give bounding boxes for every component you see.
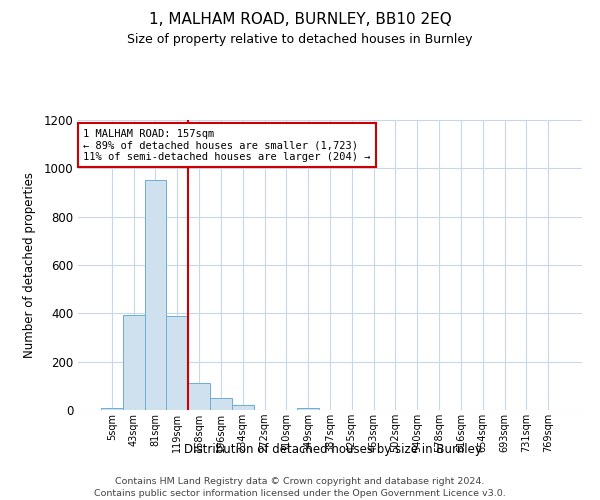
Bar [123,314,145,410]
Text: Size of property relative to detached houses in Burnley: Size of property relative to detached ho… [127,32,473,46]
Bar [188,384,210,410]
Y-axis label: Number of detached properties: Number of detached properties [23,172,37,358]
Text: Contains HM Land Registry data © Crown copyright and database right 2024.: Contains HM Land Registry data © Crown c… [115,478,485,486]
Text: Distribution of detached houses by size in Burnley: Distribution of detached houses by size … [184,442,482,456]
Bar [101,408,123,410]
Text: 1, MALHAM ROAD, BURNLEY, BB10 2EQ: 1, MALHAM ROAD, BURNLEY, BB10 2EQ [149,12,451,28]
Text: 1 MALHAM ROAD: 157sqm
← 89% of detached houses are smaller (1,723)
11% of semi-d: 1 MALHAM ROAD: 157sqm ← 89% of detached … [83,128,371,162]
Bar [297,408,319,410]
Text: Contains public sector information licensed under the Open Government Licence v3: Contains public sector information licen… [94,489,506,498]
Bar [232,404,254,410]
Bar [145,180,166,410]
Bar [210,398,232,410]
Bar [166,316,188,410]
